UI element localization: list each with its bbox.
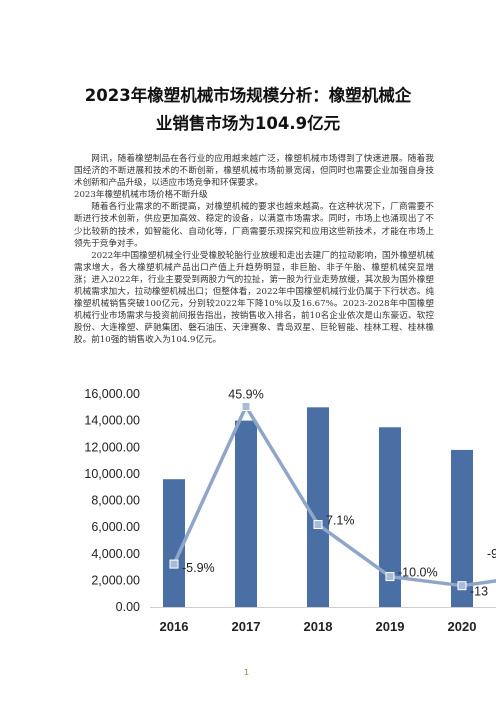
line-marker-2018 bbox=[313, 520, 323, 530]
bar-2018 bbox=[307, 407, 329, 607]
y-tick-label: 10,000.00 bbox=[84, 467, 140, 481]
y-tick-label: 2,000.00 bbox=[91, 573, 140, 587]
x-tick-label: 2020 bbox=[448, 619, 477, 634]
bar-2016 bbox=[163, 479, 185, 607]
line-marker-2017 bbox=[241, 401, 251, 411]
paragraph-market: 2022年中国橡塑机械全行业受橡胶轮胎行业放缓和走出去建厂的拉动影响，国外橡塑机… bbox=[74, 250, 434, 346]
y-tick-label: 0.00 bbox=[116, 600, 140, 614]
x-tick-label: 2018 bbox=[304, 619, 333, 634]
data-label: 7.1% bbox=[326, 514, 355, 528]
x-tick-label: 2016 bbox=[160, 619, 189, 634]
x-tick-label: 2019 bbox=[376, 619, 405, 634]
bar-2020 bbox=[451, 449, 473, 607]
data-label: -10.0% bbox=[398, 566, 438, 580]
sales-chart: 16,000.00 14,000.00 12,000.00 10,000.00 8,00… bbox=[84, 387, 496, 634]
x-tick-label: 2017 bbox=[232, 619, 261, 634]
y-tick-label: 14,000.00 bbox=[84, 414, 140, 428]
page-number: 1 bbox=[244, 668, 250, 677]
y-tick-label: 16,000.00 bbox=[84, 387, 140, 401]
bar-2017 bbox=[235, 420, 257, 607]
y-tick-label: 4,000.00 bbox=[91, 547, 140, 561]
title-line-1: 2023年橡塑机械市场规模分析：橡塑机械企 bbox=[84, 86, 412, 105]
y-tick-label: 6,000.00 bbox=[91, 520, 140, 534]
title-line-2: 业销售市场为104.9亿元 bbox=[155, 114, 341, 133]
line-marker-2019 bbox=[385, 572, 395, 582]
growth-line bbox=[172, 404, 496, 588]
data-label-cut: -9 bbox=[487, 547, 496, 561]
article-title: 2023年橡塑机械市场规模分析：橡塑机械企 业销售市场为104.9亿元 bbox=[40, 82, 456, 138]
data-label: 45.9% bbox=[228, 387, 263, 401]
line-marker-2016 bbox=[169, 559, 179, 569]
section-heading: 2023年橡塑机械市场价格不断升级 bbox=[74, 190, 208, 201]
article-body: 网讯，随着橡塑制品在各行业的应用越来越广泛，橡塑机械市场得到了快速进展。随着我国… bbox=[74, 153, 434, 347]
paragraph-demand: 随着各行业需求的不断提高，对橡塑机械的要求也越来越高。在这种状况下，厂商需要不断… bbox=[74, 202, 434, 249]
y-tick-label: 12,000.00 bbox=[84, 440, 140, 454]
paragraph-intro: 网讯，随着橡塑制品在各行业的应用越来越广泛，橡塑机械市场得到了快速进展。随着我国… bbox=[74, 154, 434, 189]
bar-2019 bbox=[379, 427, 401, 607]
data-label: -5.9% bbox=[182, 561, 215, 575]
data-label: -13 bbox=[470, 585, 488, 599]
line-marker-2020 bbox=[457, 581, 467, 591]
y-tick-label: 8,000.00 bbox=[91, 494, 140, 508]
